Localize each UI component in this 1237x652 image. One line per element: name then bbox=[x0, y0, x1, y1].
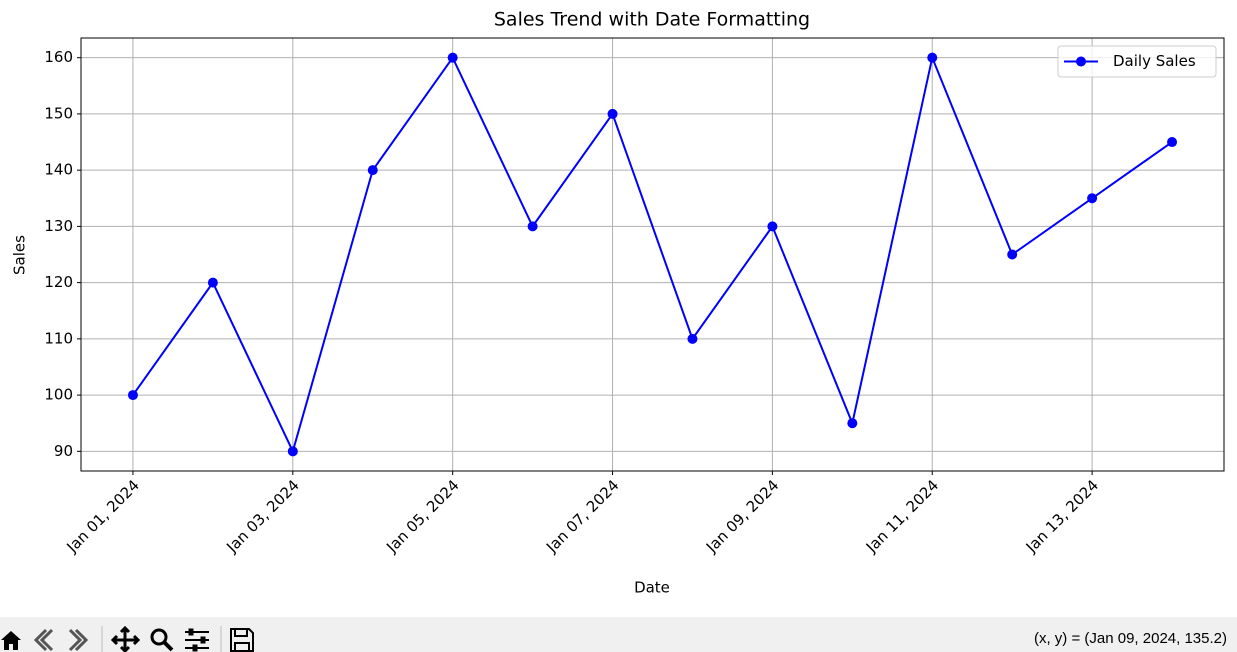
save-button[interactable] bbox=[230, 628, 254, 652]
data-point bbox=[207, 277, 218, 288]
y-tick-label: 150 bbox=[44, 104, 73, 122]
legend-marker bbox=[1076, 56, 1086, 67]
toolbar-icons bbox=[1, 625, 254, 652]
toolbar bbox=[0, 617, 1237, 652]
pan-button[interactable] bbox=[110, 625, 141, 652]
data-point bbox=[687, 333, 698, 344]
data-line bbox=[132, 54, 1173, 455]
y-tick-label: 130 bbox=[44, 217, 73, 235]
zoom-button[interactable] bbox=[150, 628, 168, 646]
data-point bbox=[767, 221, 778, 232]
data-point bbox=[367, 165, 378, 176]
y-tick-label: 110 bbox=[44, 329, 73, 347]
zoom-handle bbox=[162, 640, 174, 652]
y-tick-label: 120 bbox=[44, 273, 73, 291]
slider-knob bbox=[200, 636, 206, 644]
data-point bbox=[1087, 193, 1098, 204]
data-point bbox=[527, 221, 538, 232]
x-axis-label: Date bbox=[634, 579, 670, 597]
y-axis-label: Sales bbox=[11, 235, 29, 275]
data-point bbox=[927, 52, 938, 63]
data-point bbox=[1007, 249, 1018, 260]
data-point bbox=[127, 390, 138, 401]
back-button[interactable] bbox=[33, 628, 54, 652]
canvas bbox=[0, 0, 1237, 617]
y-tick-label: 100 bbox=[44, 386, 73, 404]
data-point bbox=[447, 52, 458, 63]
chart-title: Sales Trend with Date Formatting bbox=[494, 9, 810, 31]
slider-knob bbox=[192, 644, 198, 652]
status-text: (x, y) = (Jan 09, 2024, 135.2) bbox=[1034, 630, 1227, 647]
data-point bbox=[287, 446, 298, 457]
data-point bbox=[607, 108, 618, 119]
legend-box bbox=[1057, 45, 1217, 78]
home-button[interactable] bbox=[1, 631, 21, 650]
forward-button[interactable] bbox=[68, 628, 89, 652]
legend-label: Daily Sales bbox=[1113, 52, 1196, 70]
y-tick-label: 90 bbox=[54, 442, 73, 460]
data-point bbox=[847, 418, 858, 429]
plot-frame bbox=[80, 37, 1225, 472]
data-point bbox=[1167, 137, 1178, 148]
y-tick-label: 140 bbox=[44, 161, 73, 179]
slider-knob bbox=[188, 628, 194, 636]
y-tick-label: 160 bbox=[44, 48, 73, 66]
